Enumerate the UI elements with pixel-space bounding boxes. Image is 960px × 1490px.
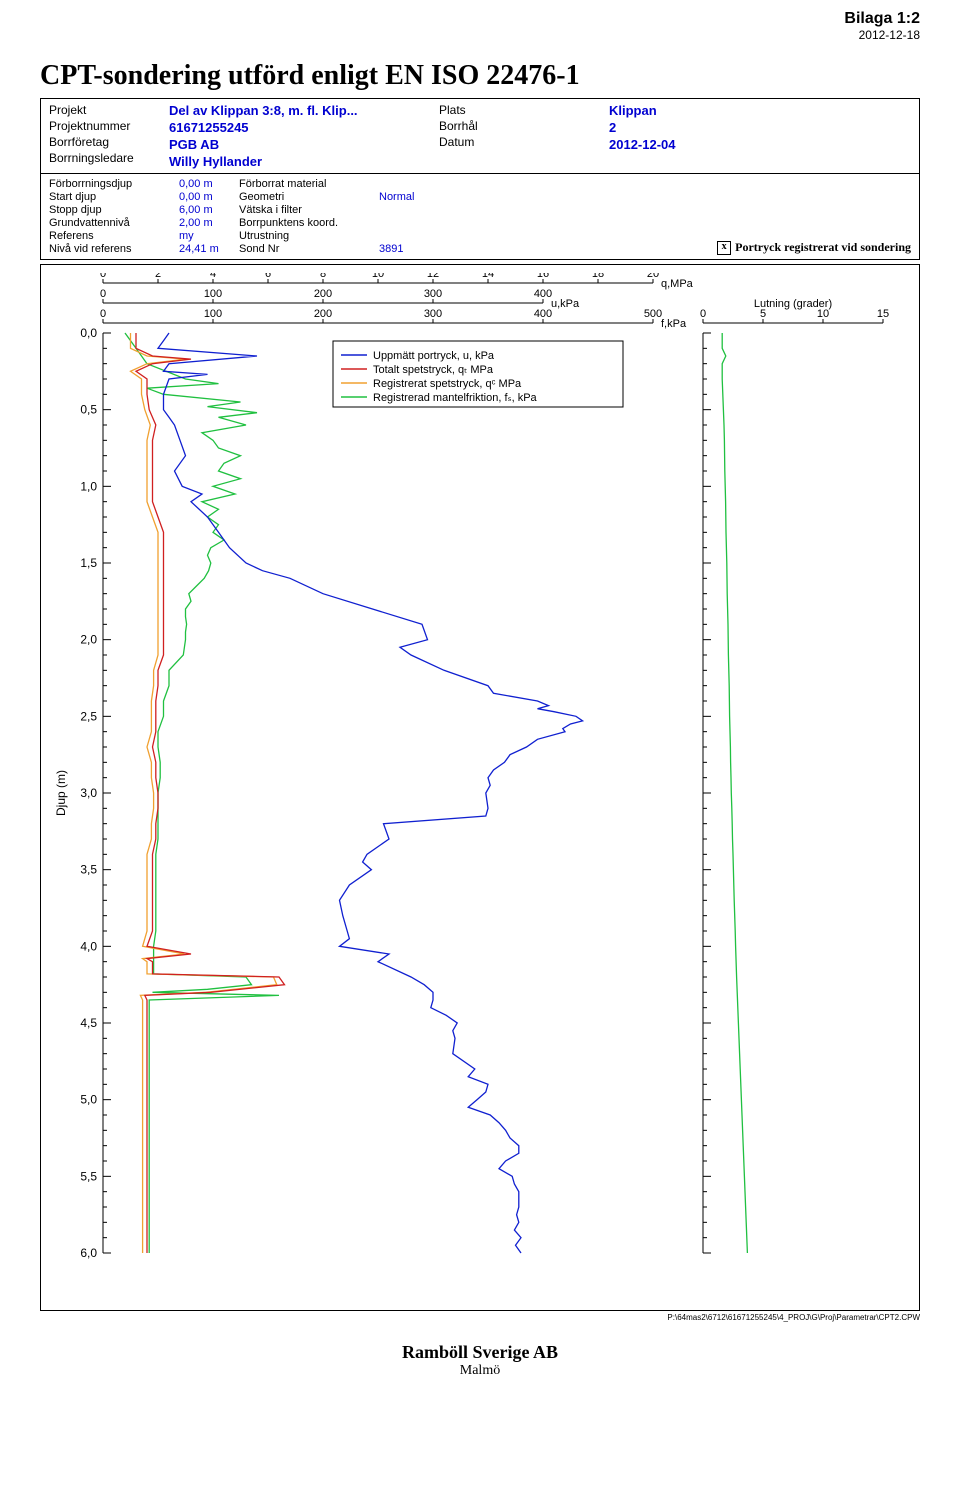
svg-text:5,5: 5,5 — [80, 1169, 97, 1183]
footer-company: Ramböll Sverige AB — [40, 1342, 920, 1363]
svg-text:200: 200 — [314, 308, 332, 320]
val-grundvattenniva: 2,00 m — [179, 217, 239, 229]
lbl-vatska-i-filter: Vätska i filter — [239, 204, 379, 216]
svg-text:15: 15 — [877, 308, 889, 320]
val-plats: Klippan — [609, 103, 911, 118]
note-text: Portryck registrerat vid sondering — [735, 240, 911, 255]
footer: Ramböll Sverige AB Malmö — [40, 1342, 920, 1379]
svg-text:0: 0 — [100, 288, 106, 300]
val-projekt: Del av Klippan 3:8, m. fl. Klip... — [169, 103, 439, 118]
svg-text:Totalt spetstryck, qₜ MPa: Totalt spetstryck, qₜ MPa — [373, 364, 494, 376]
bilaga-block: Bilaga 1:2 2012-12-18 — [844, 10, 920, 42]
svg-text:1,5: 1,5 — [80, 556, 97, 570]
val-start-djup: 0,00 m — [179, 191, 239, 203]
svg-text:18: 18 — [592, 273, 604, 280]
lbl-borrpunktens-koord: Borrpunktens koord. — [239, 217, 379, 229]
svg-text:300: 300 — [424, 288, 442, 300]
svg-text:Uppmätt portryck, u, kPa: Uppmätt portryck, u, kPa — [373, 350, 495, 362]
svg-text:0: 0 — [100, 273, 106, 280]
svg-text:300: 300 — [424, 308, 442, 320]
val-borrningsledare: Willy Hyllander — [169, 154, 439, 169]
lbl-projektnummer: Projektnummer — [49, 119, 169, 133]
bilaga-title: Bilaga 1:2 — [844, 10, 920, 28]
svg-text:100: 100 — [204, 308, 222, 320]
lbl-borrningsledare: Borrningsledare — [49, 151, 169, 165]
svg-text:q,MPa: q,MPa — [661, 278, 694, 290]
lbl-projekt: Projekt — [49, 103, 169, 117]
svg-text:3,0: 3,0 — [80, 786, 97, 800]
chart-area: 02468101214161820q,MPa0100200300400u,kPa… — [40, 264, 920, 1311]
svg-text:400: 400 — [534, 288, 552, 300]
bilaga-date: 2012-12-18 — [844, 28, 920, 42]
note-checkbox: x — [717, 241, 731, 255]
svg-text:0,5: 0,5 — [80, 403, 97, 417]
val-borrhal: 2 — [609, 120, 911, 135]
svg-text:0,0: 0,0 — [80, 326, 97, 340]
svg-text:0: 0 — [700, 308, 706, 320]
lbl-datum: Datum — [439, 135, 609, 149]
svg-text:2: 2 — [155, 273, 161, 280]
svg-text:0: 0 — [100, 308, 106, 320]
svg-text:Registrerat spetstryck, qᶜ MPa: Registrerat spetstryck, qᶜ MPa — [373, 378, 522, 390]
lbl-forborrat-material: Förborrat material — [239, 178, 379, 190]
val-sond-nr: 3891 — [379, 243, 459, 255]
lbl-borrhal: Borrhål — [439, 119, 609, 133]
lbl-start-djup: Start djup — [49, 191, 179, 203]
header-row-1: Projekt Projektnummer Borrföretag Borrni… — [41, 99, 919, 174]
svg-text:20: 20 — [647, 273, 659, 280]
svg-text:3,5: 3,5 — [80, 863, 97, 877]
lbl-niva-vid-referens: Nivå vid referens — [49, 243, 179, 255]
svg-text:4: 4 — [210, 273, 216, 280]
val-borrforetag: PGB AB — [169, 137, 439, 152]
lbl-grundvattenniva: Grundvattennivå — [49, 217, 179, 229]
val-niva-vid-referens: 24,41 m — [179, 243, 239, 255]
svg-text:2,5: 2,5 — [80, 709, 97, 723]
lbl-forborrningsdjup: Förborrningsdjup — [49, 178, 179, 190]
header-row-2: Förborrningsdjup Start djup Stopp djup G… — [41, 174, 919, 259]
file-path: P:\64mas2\6712\61671255245\4_PROJ\G\Proj… — [40, 1313, 920, 1322]
val-referens: my — [179, 230, 239, 242]
svg-text:4,0: 4,0 — [80, 939, 97, 953]
svg-text:5,0: 5,0 — [80, 1093, 97, 1107]
val-datum: 2012-12-04 — [609, 137, 911, 152]
lbl-stopp-djup: Stopp djup — [49, 204, 179, 216]
cpt-chart: 02468101214161820q,MPa0100200300400u,kPa… — [53, 273, 903, 1293]
svg-text:10: 10 — [817, 308, 829, 320]
svg-text:Registrerad mantelfriktion, fₛ: Registrerad mantelfriktion, fₛ, kPa — [373, 392, 538, 404]
svg-text:8: 8 — [320, 273, 326, 280]
svg-text:2,0: 2,0 — [80, 633, 97, 647]
val-geometri: Normal — [379, 191, 459, 203]
svg-text:5: 5 — [760, 308, 766, 320]
svg-text:500: 500 — [644, 308, 662, 320]
svg-text:100: 100 — [204, 288, 222, 300]
val-stopp-djup: 6,00 m — [179, 204, 239, 216]
footer-city: Malmö — [40, 1363, 920, 1379]
svg-text:u,kPa: u,kPa — [551, 298, 580, 310]
val-forborrningsdjup: 0,00 m — [179, 178, 239, 190]
lbl-plats: Plats — [439, 103, 609, 117]
svg-text:4,5: 4,5 — [80, 1016, 97, 1030]
svg-text:6,0: 6,0 — [80, 1246, 97, 1260]
svg-text:Djup (m): Djup (m) — [54, 770, 68, 816]
lbl-sond-nr: Sond Nr — [239, 243, 379, 255]
svg-text:f,kPa: f,kPa — [661, 318, 687, 330]
svg-text:6: 6 — [265, 273, 271, 280]
svg-text:400: 400 — [534, 308, 552, 320]
svg-text:12: 12 — [427, 273, 439, 280]
svg-text:14: 14 — [482, 273, 494, 280]
lbl-referens: Referens — [49, 230, 179, 242]
svg-text:200: 200 — [314, 288, 332, 300]
lbl-utrustning: Utrustning — [239, 230, 379, 242]
lbl-geometri: Geometri — [239, 191, 379, 203]
val-projektnummer: 61671255245 — [169, 120, 439, 135]
header-box: Projekt Projektnummer Borrföretag Borrni… — [40, 98, 920, 260]
main-title: CPT-sondering utförd enligt EN ISO 22476… — [40, 60, 920, 92]
svg-text:16: 16 — [537, 273, 549, 280]
lbl-borrforetag: Borrföretag — [49, 135, 169, 149]
svg-text:1,0: 1,0 — [80, 479, 97, 493]
svg-text:10: 10 — [372, 273, 384, 280]
